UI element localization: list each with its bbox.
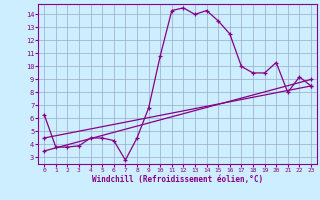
X-axis label: Windchill (Refroidissement éolien,°C): Windchill (Refroidissement éolien,°C) [92,175,263,184]
